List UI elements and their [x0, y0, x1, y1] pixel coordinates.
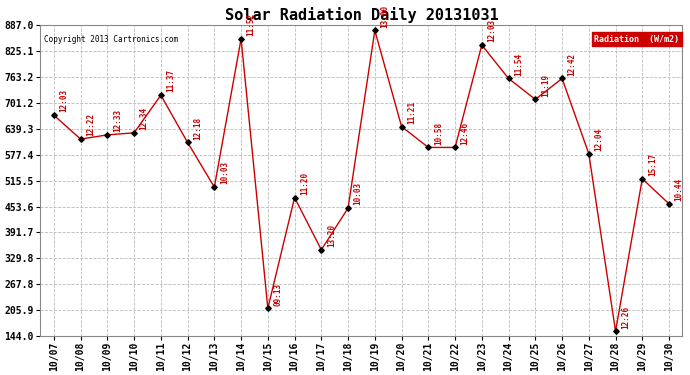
Text: Radiation  (W/m2): Radiation (W/m2): [594, 35, 679, 44]
Text: 12:03: 12:03: [487, 19, 496, 42]
Text: 12:18: 12:18: [193, 117, 202, 140]
Text: 10:58: 10:58: [434, 122, 443, 145]
Text: 12:34: 12:34: [139, 107, 148, 130]
Text: 10:03: 10:03: [354, 182, 363, 205]
Text: 11:19: 11:19: [541, 74, 550, 97]
Text: 12:46: 12:46: [461, 122, 470, 145]
Text: 10:03: 10:03: [220, 161, 229, 184]
Text: 11:21: 11:21: [407, 100, 416, 124]
Text: 12:22: 12:22: [86, 113, 95, 136]
Text: 11:52: 11:52: [246, 13, 256, 36]
Text: 13:00: 13:00: [380, 4, 389, 28]
Text: 11:20: 11:20: [300, 172, 309, 195]
Text: 11:37: 11:37: [166, 69, 175, 92]
Text: 12:26: 12:26: [621, 305, 630, 328]
Text: 12:33: 12:33: [113, 109, 122, 132]
Title: Solar Radiation Daily 20131031: Solar Radiation Daily 20131031: [224, 7, 498, 23]
Text: Copyright 2013 Cartronics.com: Copyright 2013 Cartronics.com: [43, 35, 178, 44]
Text: 15:17: 15:17: [648, 153, 657, 176]
Text: 12:04: 12:04: [594, 128, 603, 151]
Text: 10:44: 10:44: [675, 178, 684, 201]
Text: 09:13: 09:13: [273, 282, 282, 306]
Text: 12:03: 12:03: [59, 89, 68, 112]
Text: 11:54: 11:54: [514, 53, 523, 76]
Text: 13:20: 13:20: [327, 224, 336, 247]
Text: 12:42: 12:42: [568, 53, 577, 76]
